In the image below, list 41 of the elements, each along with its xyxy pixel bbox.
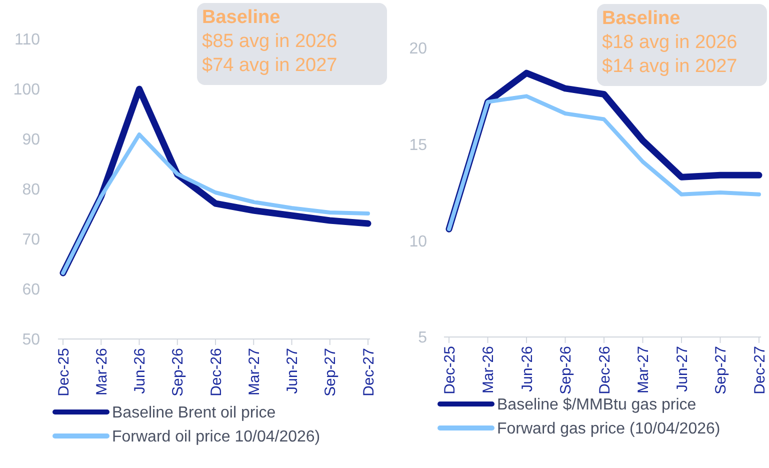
y-tick-label: 70 [22,232,40,249]
y-tick-label: 60 [22,282,40,299]
annotation: $18 avg in 2026 [602,32,738,53]
text: Baseline [202,7,280,28]
x-tick-label: Sep-26 [170,348,187,396]
x-tick-label: Dec-27 [360,348,378,396]
y-tick-label: 10 [409,233,428,250]
legend-label: Baseline $/MMBtu gas price [497,396,696,414]
y-tick-label: 90 [22,132,40,149]
y-tick-label: 15 [409,136,428,154]
legend-label: Baseline Brent oil price [112,404,276,422]
x-tick-label: Sep-26 [558,346,574,394]
y-tick-label: 5 [418,330,428,347]
annotation: $14 avg in 2027 [602,56,738,77]
x-tick-label: Sep-27 [712,346,730,394]
line-series [61,132,370,275]
x-tick-label: Jun-26 [518,346,536,392]
y-tick-label: 80 [22,182,40,199]
x-tick-label: Dec-26 [596,346,614,394]
annotation: $85 avg in 2026 [202,31,338,52]
x-tick-label: Mar-26 [480,346,497,394]
x-tick-label: Jun-26 [132,348,148,394]
x-tick-label: Jun-27 [284,348,301,394]
legend-label: Forward gas price (10/04/2026) [497,420,720,438]
x-tick-label: Dec-27 [751,346,768,394]
text: Baseline [602,8,680,29]
x-tick-label: Dec-25 [441,346,458,394]
y-tick-label: 20 [409,40,428,58]
line-series [447,94,761,232]
x-tick-label: Mar-27 [635,346,652,394]
annotation: $74 avg in 2027 [202,55,338,76]
legend-label: Forward oil price 10/04/2026) [112,428,320,446]
x-tick-label: Dec-25 [55,348,72,396]
x-tick-label: Sep-27 [322,348,340,396]
x-tick-label: Jun-27 [674,346,691,392]
x-tick-label: Mar-27 [246,348,263,396]
y-tick-label: 50 [22,332,40,349]
x-tick-label: Mar-26 [93,348,110,396]
y-tick-label: 110 [14,32,40,49]
x-tick-label: Dec-26 [208,348,225,396]
y-tick-label: 100 [13,82,40,99]
